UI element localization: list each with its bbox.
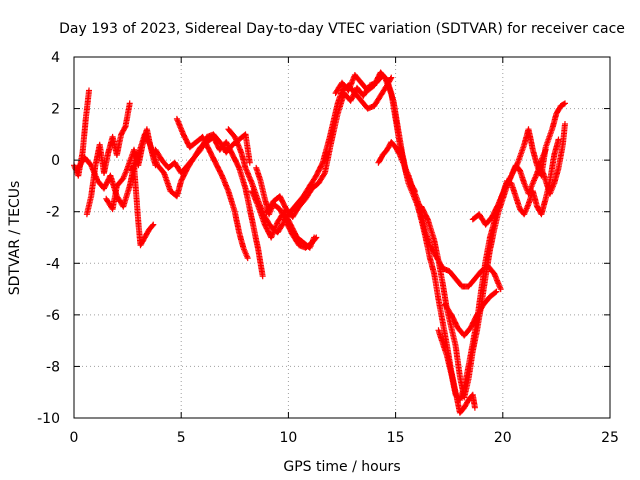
- y-tick-label: -8: [46, 359, 60, 375]
- x-axis-label: GPS time / hours: [283, 459, 400, 475]
- x-tick-label: 10: [279, 430, 297, 446]
- x-tick-label: 25: [601, 430, 619, 446]
- axis-ticks: 0 5 10 15 20 25 -10 -8 -6 -4 -2 0 2 4: [37, 50, 619, 446]
- y-tick-label: 2: [51, 102, 60, 118]
- x-tick-label: 15: [387, 430, 405, 446]
- y-tick-label: -6: [46, 308, 60, 324]
- y-axis-label: SDTVAR / TECUs: [7, 181, 23, 296]
- plot-frame: [73, 56, 611, 419]
- y-tick-label: -2: [46, 205, 60, 221]
- x-tick-label: 0: [70, 430, 79, 446]
- chart-title: Day 193 of 2023, Sidereal Day-to-day VTE…: [59, 21, 625, 37]
- x-tick-label: 5: [177, 430, 186, 446]
- y-tick-label: -10: [37, 411, 60, 427]
- y-tick-label: 4: [51, 50, 60, 66]
- y-tick-label: -4: [46, 256, 60, 272]
- x-tick-label: 20: [494, 430, 512, 446]
- y-tick-label: 0: [51, 153, 60, 169]
